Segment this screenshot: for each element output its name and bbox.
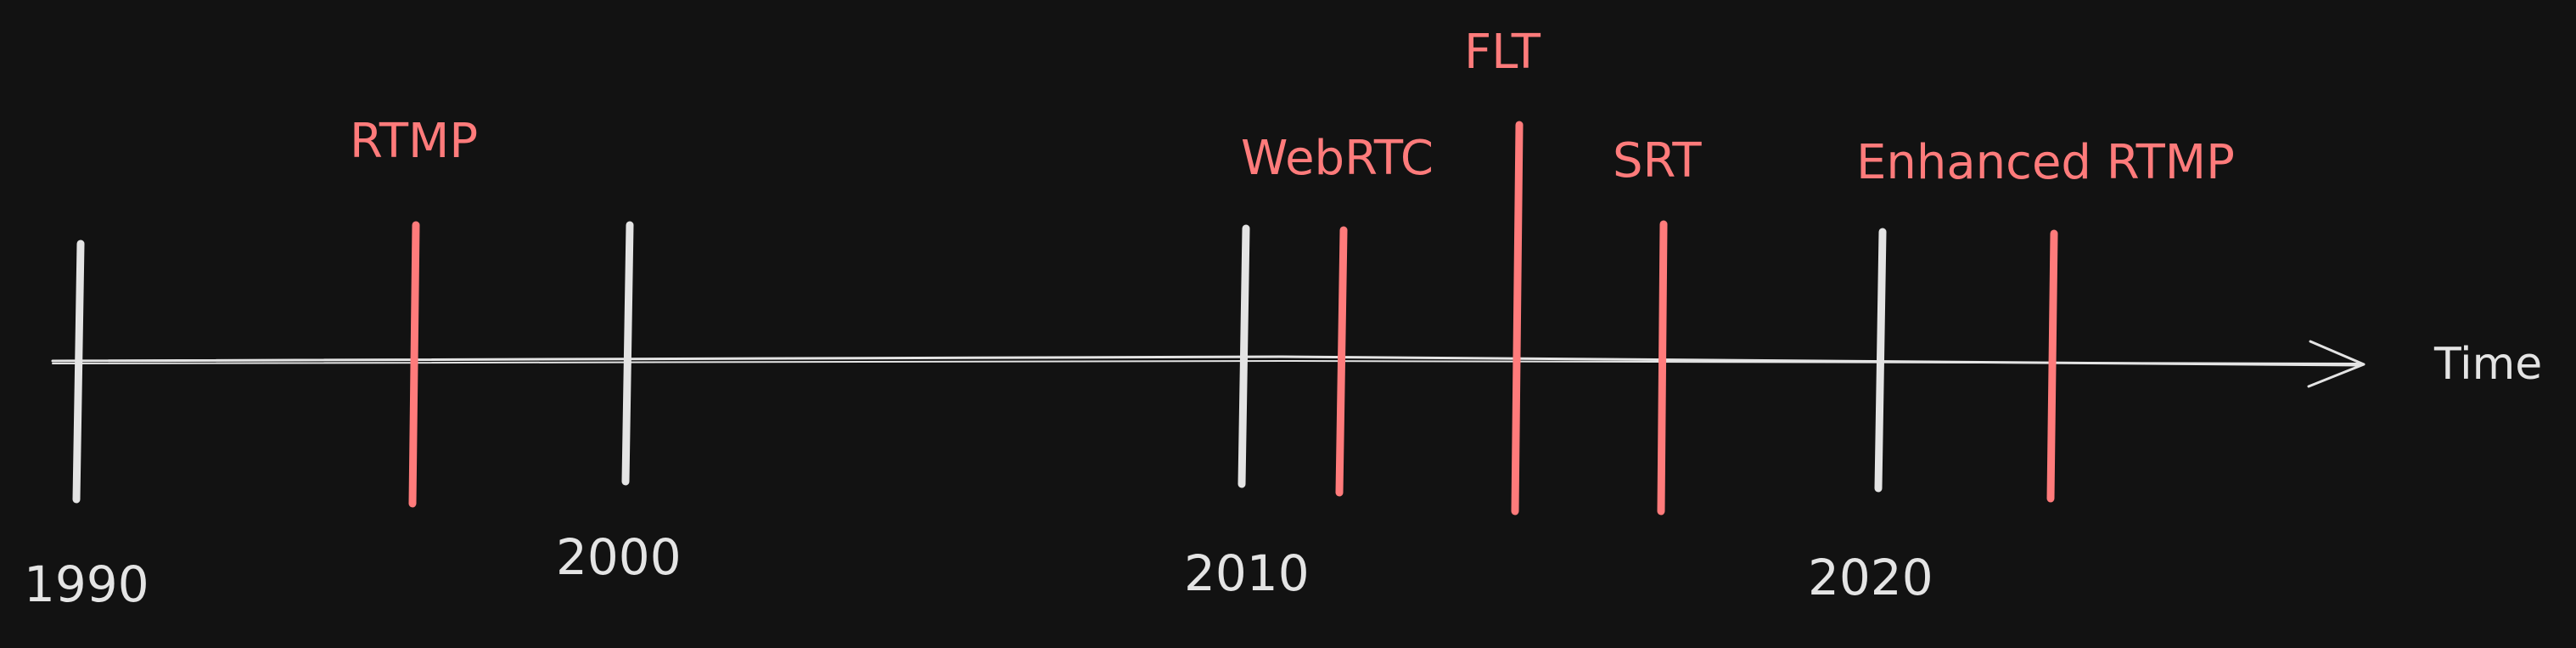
event-label-rtmp: RTMP (350, 114, 478, 169)
year-label-2000: 2000 (556, 528, 682, 586)
year-tick-2010 (1237, 224, 1250, 488)
event-label-flt: FLT (1464, 25, 1541, 80)
time-axis (51, 340, 2366, 388)
event-tick-flt (1511, 121, 1524, 516)
event-label-webrtc: WebRTC (1241, 131, 1434, 186)
year-label-2020: 2020 (1808, 549, 1933, 606)
year-markers: 1990 2000 2010 2020 (24, 221, 1933, 613)
year-label-2010: 2010 (1184, 544, 1310, 602)
event-tick-webrtc (1335, 226, 1348, 497)
event-markers: RTMP WebRTC FLT SRT Enhanced RTMP (350, 25, 2235, 516)
event-tick-srt (1657, 220, 1668, 516)
year-label-1990: 1990 (24, 555, 149, 613)
event-label-enhanced-rtmp: Enhanced RTMP (1856, 135, 2235, 190)
event-tick-enhanced-rtmp (2046, 229, 2058, 503)
event-tick-rtmp (408, 221, 420, 508)
year-tick-1990 (72, 239, 85, 504)
year-tick-2020 (1874, 228, 1887, 493)
year-tick-2000 (621, 221, 634, 486)
axis-arrowhead-icon (2307, 340, 2366, 388)
axis-line-secondary (52, 359, 2362, 364)
event-label-srt: SRT (1613, 133, 1702, 189)
axis-title-time: Time (2433, 339, 2542, 390)
